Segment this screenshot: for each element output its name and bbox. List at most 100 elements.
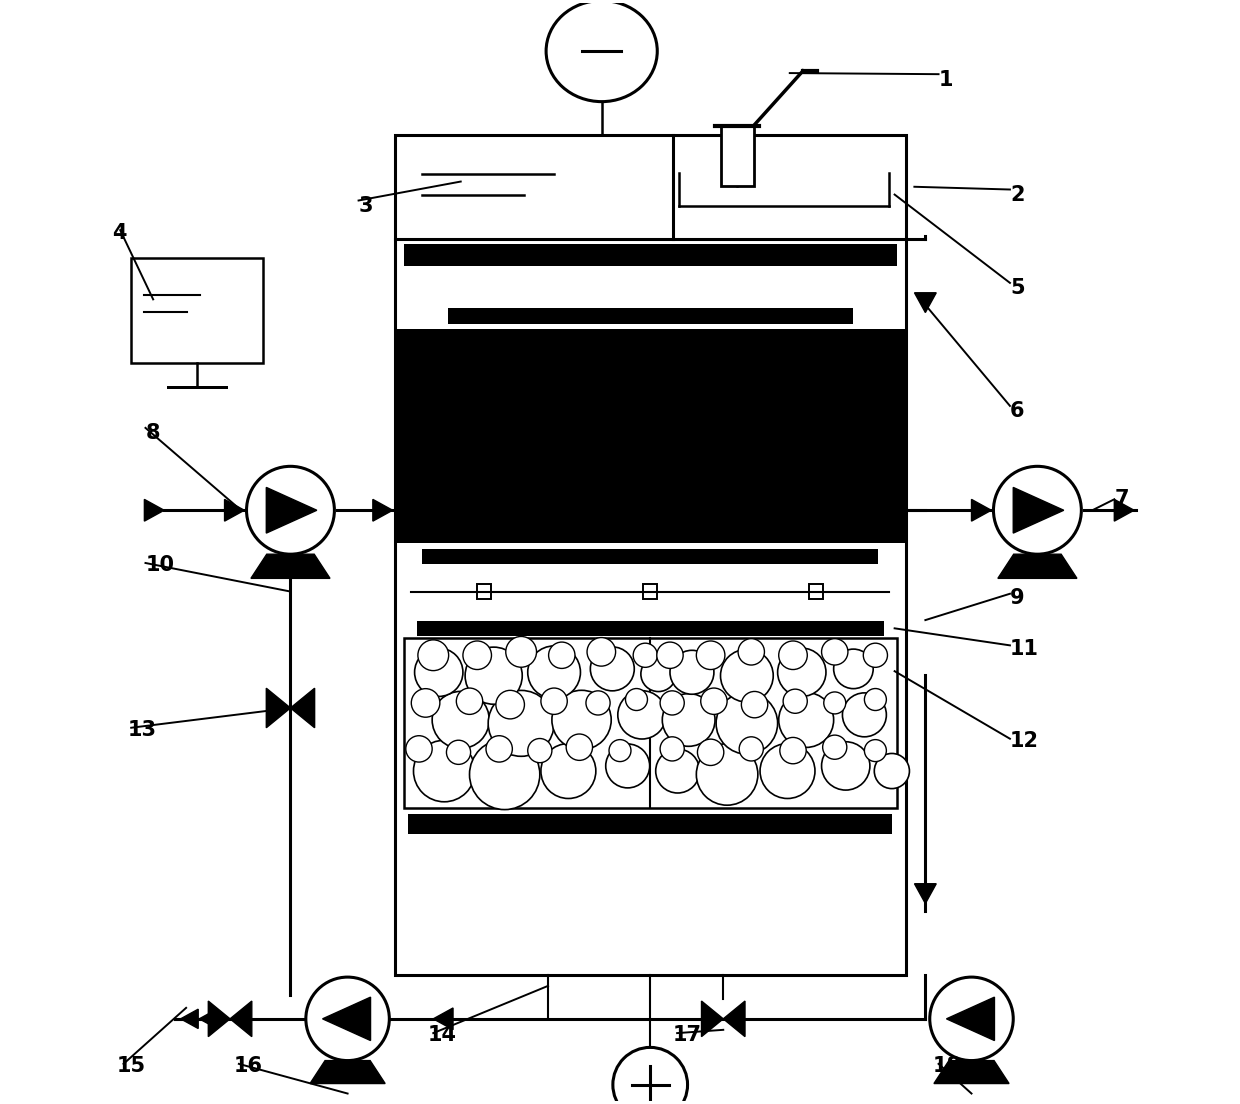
Circle shape (822, 639, 848, 665)
Circle shape (463, 641, 491, 669)
Text: 17: 17 (673, 1026, 702, 1045)
Circle shape (486, 735, 512, 762)
Circle shape (587, 638, 615, 666)
Ellipse shape (546, 1, 657, 102)
Polygon shape (231, 1001, 252, 1037)
Circle shape (760, 744, 815, 798)
Bar (403, 638, 897, 808)
Text: 7: 7 (1115, 489, 1128, 509)
Circle shape (993, 466, 1081, 554)
Polygon shape (1115, 499, 1135, 521)
Bar (477, 584, 491, 598)
Circle shape (413, 741, 475, 802)
Circle shape (823, 692, 846, 714)
Polygon shape (267, 688, 290, 728)
Circle shape (552, 690, 611, 750)
Text: 8: 8 (145, 423, 160, 444)
Circle shape (720, 649, 774, 702)
Bar (408, 814, 893, 834)
Text: 15: 15 (117, 1057, 146, 1076)
Circle shape (742, 691, 768, 718)
Circle shape (822, 735, 847, 760)
Bar (644, 584, 657, 598)
Text: 12: 12 (1009, 731, 1039, 751)
Circle shape (777, 648, 826, 697)
Circle shape (863, 644, 888, 667)
Polygon shape (208, 1001, 231, 1037)
Polygon shape (914, 883, 936, 903)
Circle shape (528, 739, 552, 763)
Polygon shape (267, 487, 317, 533)
Bar (720, 126, 754, 187)
Bar (448, 308, 853, 323)
Circle shape (634, 644, 657, 667)
Polygon shape (373, 499, 393, 521)
Circle shape (656, 749, 699, 793)
Circle shape (779, 692, 833, 747)
Circle shape (864, 689, 887, 711)
Circle shape (412, 689, 440, 718)
Polygon shape (279, 554, 301, 574)
Circle shape (609, 740, 631, 762)
Polygon shape (322, 997, 371, 1041)
Polygon shape (971, 499, 991, 521)
Text: 1: 1 (939, 70, 954, 89)
Polygon shape (702, 1001, 723, 1037)
Circle shape (587, 691, 610, 715)
Circle shape (247, 466, 335, 554)
Circle shape (930, 977, 1013, 1061)
Circle shape (590, 647, 635, 691)
Circle shape (697, 744, 758, 805)
Circle shape (822, 742, 870, 790)
Circle shape (670, 650, 714, 694)
Bar (423, 549, 878, 564)
Circle shape (780, 737, 806, 764)
Polygon shape (998, 554, 1078, 578)
Circle shape (506, 637, 537, 667)
Bar (403, 244, 897, 266)
Circle shape (697, 641, 725, 669)
Circle shape (489, 690, 554, 756)
Circle shape (446, 740, 471, 764)
Circle shape (456, 688, 482, 714)
Circle shape (605, 744, 650, 788)
Text: 6: 6 (1009, 402, 1024, 422)
Circle shape (697, 739, 724, 765)
Circle shape (465, 647, 522, 704)
Circle shape (306, 977, 389, 1061)
Polygon shape (723, 1001, 745, 1037)
Circle shape (779, 641, 807, 669)
Polygon shape (946, 997, 994, 1041)
Circle shape (701, 688, 727, 714)
Bar (131, 258, 263, 362)
Circle shape (874, 753, 909, 788)
Bar (394, 135, 905, 975)
Circle shape (613, 1048, 687, 1104)
Circle shape (528, 646, 580, 699)
Text: 5: 5 (1009, 278, 1024, 298)
Circle shape (657, 643, 683, 668)
Polygon shape (914, 293, 936, 312)
Polygon shape (1013, 487, 1064, 533)
Circle shape (833, 649, 873, 689)
Text: 16: 16 (233, 1057, 263, 1076)
Polygon shape (934, 1061, 1009, 1083)
Text: 4: 4 (113, 223, 126, 244)
Polygon shape (433, 1008, 453, 1030)
Circle shape (548, 643, 575, 668)
Polygon shape (290, 688, 315, 728)
Circle shape (864, 740, 887, 762)
Circle shape (433, 691, 490, 749)
Polygon shape (310, 1061, 386, 1083)
Circle shape (414, 648, 463, 697)
Circle shape (717, 692, 777, 754)
Text: 3: 3 (358, 197, 373, 216)
Circle shape (660, 736, 684, 761)
Bar (394, 329, 905, 543)
Text: 9: 9 (1009, 588, 1024, 608)
Circle shape (470, 740, 539, 809)
Circle shape (641, 657, 676, 691)
Circle shape (842, 693, 887, 736)
Text: 13: 13 (128, 720, 157, 740)
Text: 2: 2 (1009, 185, 1024, 205)
